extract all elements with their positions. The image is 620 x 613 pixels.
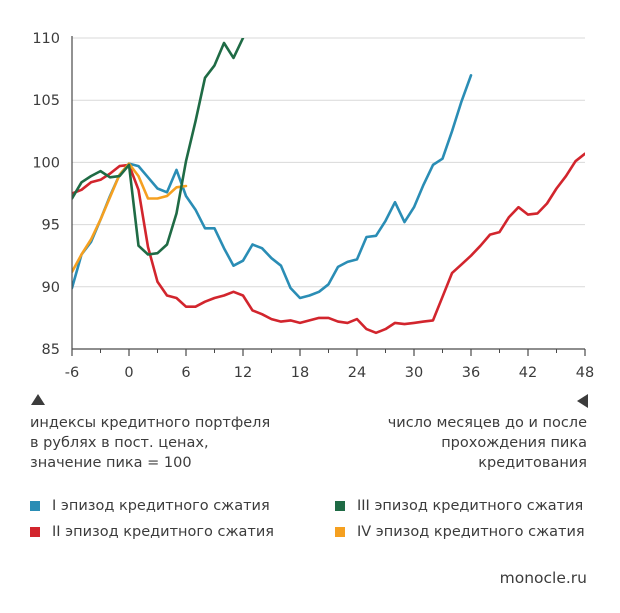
y-axis-note-line: в рублях в пост. ценах, xyxy=(30,435,209,451)
line-chart: 85 90 95 100 105 110 -6 0 6 12 18 24 30 36 42 48 xyxy=(32,31,594,381)
y-axis-note-line: индексы кредитного портфеля xyxy=(30,415,271,431)
legend-item-2: II эпизод кредитного сжатия xyxy=(30,524,274,540)
x-tick-label: 36 xyxy=(462,365,480,381)
legend-item-3: III эпизод кредитного сжатия xyxy=(335,498,583,514)
x-tick-label: 42 xyxy=(519,365,537,381)
series-line-2 xyxy=(72,152,585,335)
x-tick-label: 6 xyxy=(181,365,190,381)
series-line-1 xyxy=(72,74,473,300)
y-tick-label: 90 xyxy=(42,280,60,296)
x-tick-label: -6 xyxy=(65,365,79,381)
legend-item-1: I эпизод кредитного сжатия xyxy=(30,498,270,514)
series-line-4 xyxy=(72,162,188,274)
x-tick-label: 24 xyxy=(348,365,366,381)
tick-labels: 85 90 95 100 105 110 -6 0 6 12 18 24 30 36 42 48 xyxy=(32,31,594,381)
x-axis-note-line: кредитования xyxy=(478,455,587,471)
y-tick-label: 95 xyxy=(42,218,60,234)
source-label: monocle.ru xyxy=(499,569,587,587)
y-axis-note: индексы кредитного портфеля в рублях в п… xyxy=(30,413,330,473)
x-tick-label: 12 xyxy=(234,365,252,381)
x-tick-label: 0 xyxy=(124,365,133,381)
y-tick-label: 85 xyxy=(42,342,60,358)
legend-label: III эпизод кредитного сжатия xyxy=(357,498,584,514)
left-arrow-icon xyxy=(577,394,588,408)
series-layer xyxy=(72,38,585,335)
y-tick-label: 105 xyxy=(32,93,60,109)
legend-swatch xyxy=(30,501,40,511)
x-tick-label: 18 xyxy=(291,365,309,381)
axes xyxy=(71,36,586,356)
series-line-3 xyxy=(72,38,245,256)
x-axis-note: число месяцев до и после прохождения пик… xyxy=(287,413,587,473)
legend-swatch xyxy=(30,527,40,537)
legend-swatch xyxy=(335,527,345,537)
legend-item-4: IV эпизод кредитного сжатия xyxy=(335,524,585,540)
x-tick-label: 48 xyxy=(576,365,594,381)
x-axis-note-line: число месяцев до и после xyxy=(387,415,587,431)
grid xyxy=(72,37,585,350)
up-arrow-icon xyxy=(31,394,45,405)
x-axis-note-line: прохождения пика xyxy=(441,435,587,451)
legend-label: I эпизод кредитного сжатия xyxy=(52,498,270,514)
legend-label: IV эпизод кредитного сжатия xyxy=(357,524,585,540)
x-tick-label: 30 xyxy=(405,365,423,381)
y-axis-note-line: значение пика = 100 xyxy=(30,455,192,471)
legend-swatch xyxy=(335,501,345,511)
y-tick-label: 110 xyxy=(32,31,60,47)
legend-label: II эпизод кредитного сжатия xyxy=(52,524,274,540)
y-tick-label: 100 xyxy=(32,155,60,171)
